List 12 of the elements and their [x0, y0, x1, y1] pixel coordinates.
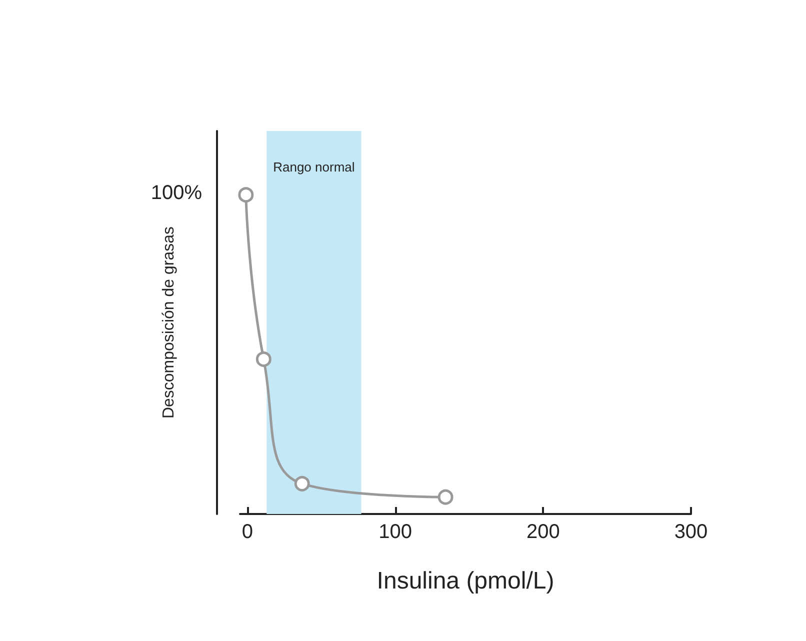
- point: [438, 489, 454, 505]
- x-tick-label: 300: [674, 521, 708, 543]
- x-tick-label: 0: [242, 521, 253, 543]
- y-axis-title: Descomposición de grasas: [160, 226, 178, 419]
- x-tick-label: 200: [526, 521, 560, 543]
- band-label: Rango normal: [273, 160, 355, 174]
- point: [256, 351, 272, 367]
- x-tick-label: 100: [378, 521, 412, 543]
- point: [238, 187, 254, 203]
- x-axis-title: Insulina (pmol/L): [376, 568, 554, 594]
- point: [294, 476, 310, 492]
- text: 100%: [150, 182, 202, 204]
